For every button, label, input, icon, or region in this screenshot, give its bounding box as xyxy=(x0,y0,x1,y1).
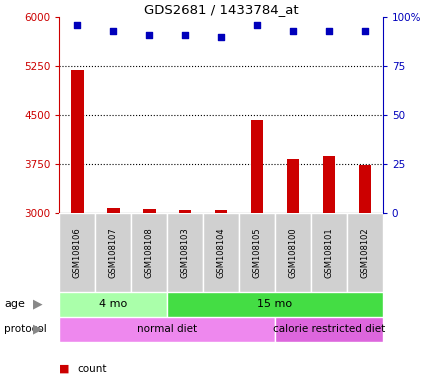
Bar xyxy=(203,213,239,292)
Bar xyxy=(71,70,84,384)
Title: GDS2681 / 1433784_at: GDS2681 / 1433784_at xyxy=(144,3,298,16)
Bar xyxy=(347,213,383,292)
Text: age: age xyxy=(4,299,25,310)
Point xyxy=(326,28,333,34)
Text: GSM108108: GSM108108 xyxy=(145,227,154,278)
Text: 4 mo: 4 mo xyxy=(99,299,128,310)
Text: protocol: protocol xyxy=(4,324,47,334)
Bar xyxy=(359,166,371,384)
Text: ■: ■ xyxy=(59,364,70,374)
Text: count: count xyxy=(77,364,106,374)
Point xyxy=(182,32,189,38)
Bar xyxy=(275,317,383,342)
Bar xyxy=(59,213,95,292)
Point xyxy=(74,22,81,28)
Text: GSM108101: GSM108101 xyxy=(324,227,334,278)
Bar xyxy=(323,156,335,384)
Bar xyxy=(251,120,263,384)
Bar xyxy=(287,159,299,384)
Bar xyxy=(59,317,275,342)
Point xyxy=(290,28,297,34)
Text: GSM108103: GSM108103 xyxy=(181,227,190,278)
Bar xyxy=(311,213,347,292)
Bar xyxy=(167,292,383,317)
Text: GSM108106: GSM108106 xyxy=(73,227,82,278)
Bar xyxy=(95,213,131,292)
Text: normal diet: normal diet xyxy=(137,324,197,334)
Text: GSM108107: GSM108107 xyxy=(109,227,118,278)
Bar xyxy=(179,210,191,384)
Text: ▶: ▶ xyxy=(33,298,43,311)
Bar xyxy=(59,292,167,317)
Text: GSM108100: GSM108100 xyxy=(289,227,297,278)
Point xyxy=(361,28,368,34)
Bar xyxy=(107,208,120,384)
Text: ▶: ▶ xyxy=(33,323,43,336)
Text: GSM108104: GSM108104 xyxy=(216,227,226,278)
Text: 15 mo: 15 mo xyxy=(257,299,293,310)
Text: calorie restricted diet: calorie restricted diet xyxy=(273,324,385,334)
Bar xyxy=(239,213,275,292)
Bar xyxy=(143,209,155,384)
Bar xyxy=(167,213,203,292)
Point xyxy=(110,28,117,34)
Bar xyxy=(275,213,311,292)
Bar xyxy=(215,210,227,384)
Point xyxy=(146,32,153,38)
Point xyxy=(218,34,225,40)
Text: GSM108105: GSM108105 xyxy=(253,227,261,278)
Text: GSM108102: GSM108102 xyxy=(360,227,369,278)
Point xyxy=(253,22,260,28)
Bar xyxy=(131,213,167,292)
